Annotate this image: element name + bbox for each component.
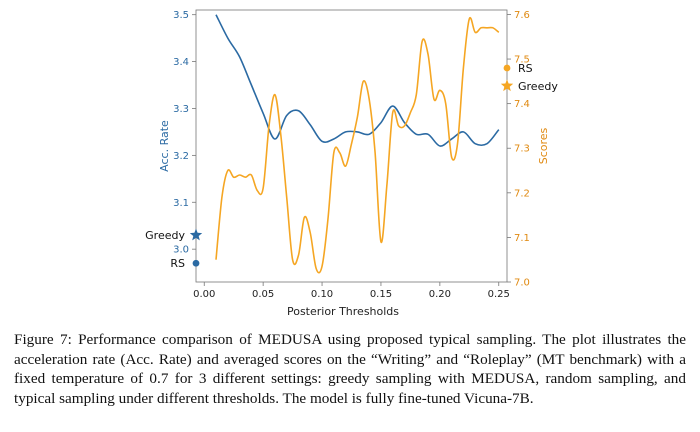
y-left-tick-label: 3.2 (173, 151, 189, 162)
left-rs-label: RS (170, 257, 185, 270)
figure-caption: Figure 7: Performance comparison of MEDU… (14, 331, 686, 407)
chart: 3.0 3.1 3.2 3.3 3.4 3.5 7.0 7.1 7.2 7.3 7.4 7.5 7.6… (145, 9, 558, 318)
right-axis: 7.0 7.1 7.2 7.3 7.4 7.5 7.6 (507, 10, 530, 289)
y-left-title: Acc. Rate (158, 120, 171, 172)
y-left-tick-label: 3.0 (173, 245, 189, 256)
y-left-tick-label: 3.1 (173, 198, 189, 209)
right-greedy-star-marker (500, 79, 514, 92)
annotation-layer: Greedy RS RS Greedy (145, 62, 558, 270)
y-right-title: Scores (537, 127, 550, 164)
acc-rate-line (215, 14, 500, 147)
x-tick-label: 0.25 (488, 289, 510, 300)
y-right-tick-label: 7.3 (514, 144, 530, 155)
right-rs-circle-marker (503, 64, 511, 72)
y-right-tick-label: 7.4 (514, 99, 530, 110)
left-axis: 3.0 3.1 3.2 3.3 3.4 3.5 (173, 10, 196, 256)
x-title: Posterior Thresholds (287, 305, 399, 318)
left-greedy-star-marker (189, 228, 203, 241)
x-tick-label: 0.15 (370, 289, 392, 300)
right-greedy-label: Greedy (518, 80, 558, 93)
x-axis: 0.00 0.05 0.10 0.15 0.20 0.25 (193, 282, 510, 300)
scores-line (215, 16, 500, 274)
left-rs-circle-marker (192, 259, 200, 267)
x-tick-label: 0.10 (311, 289, 333, 300)
y-left-tick-label: 3.5 (173, 10, 189, 21)
x-tick-label: 0.20 (429, 289, 451, 300)
y-left-tick-label: 3.4 (173, 57, 189, 68)
y-right-tick-label: 7.1 (514, 233, 530, 244)
y-left-tick-label: 3.3 (173, 104, 189, 115)
y-right-tick-label: 7.6 (514, 10, 530, 21)
right-rs-label: RS (518, 62, 533, 75)
y-right-tick-label: 7.5 (514, 55, 530, 66)
y-right-tick-label: 7.0 (514, 278, 530, 289)
plot-frame (195, 9, 508, 283)
series-layer (215, 14, 500, 274)
y-right-tick-label: 7.2 (514, 188, 530, 199)
x-tick-label: 0.00 (193, 289, 215, 300)
x-tick-label: 0.05 (252, 289, 274, 300)
left-greedy-label: Greedy (145, 229, 185, 242)
